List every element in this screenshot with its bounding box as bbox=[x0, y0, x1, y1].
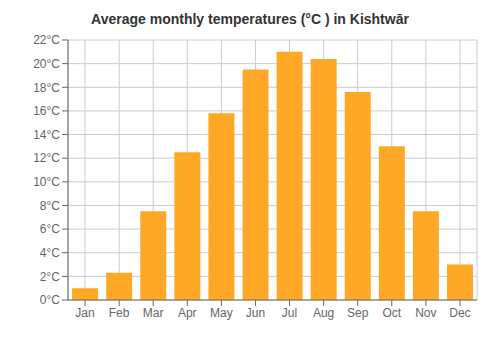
svg-text:Jul: Jul bbox=[282, 306, 297, 320]
svg-text:Jun: Jun bbox=[246, 306, 265, 320]
svg-text:4°C: 4°C bbox=[40, 246, 60, 260]
svg-text:16°C: 16°C bbox=[33, 104, 60, 118]
html-text:Average monthly temperatures (: Average monthly temperatures (°C ) in Ki… bbox=[91, 11, 409, 27]
svg-text:8°C: 8°C bbox=[40, 199, 60, 213]
svg-text:12°C: 12°C bbox=[33, 151, 60, 165]
svg-text:Sep: Sep bbox=[347, 306, 369, 320]
svg-text:0°C: 0°C bbox=[40, 293, 60, 307]
svg-text:14°C: 14°C bbox=[33, 128, 60, 142]
svg-text:2°C: 2°C bbox=[40, 270, 60, 284]
svg-text:Oct: Oct bbox=[382, 306, 401, 320]
svg-text:20°C: 20°C bbox=[33, 57, 60, 71]
svg-text:Feb: Feb bbox=[109, 306, 130, 320]
svg-text:Aug: Aug bbox=[313, 306, 334, 320]
svg-text:Mar: Mar bbox=[143, 306, 164, 320]
svg-text:18°C: 18°C bbox=[33, 81, 60, 95]
svg-text:22°C: 22°C bbox=[33, 33, 60, 47]
svg-text:Apr: Apr bbox=[178, 306, 197, 320]
svg-text:Dec: Dec bbox=[449, 306, 470, 320]
svg-text:6°C: 6°C bbox=[40, 222, 60, 236]
svg-text:May: May bbox=[210, 306, 233, 320]
svg-text:Nov: Nov bbox=[415, 306, 436, 320]
svg-text:Jan: Jan bbox=[75, 306, 94, 320]
svg-text:10°C: 10°C bbox=[33, 175, 60, 189]
